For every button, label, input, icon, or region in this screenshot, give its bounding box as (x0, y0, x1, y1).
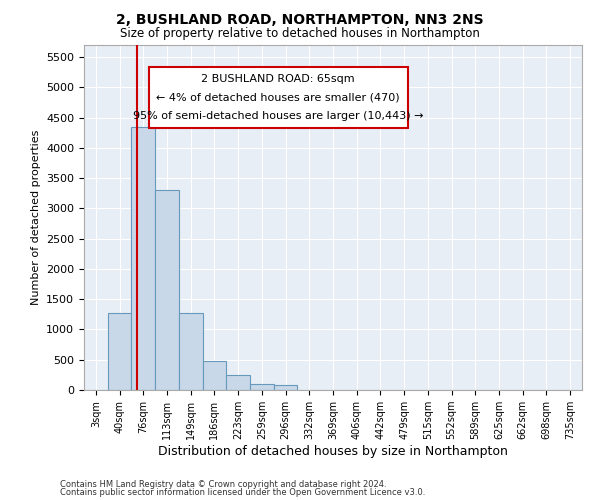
Bar (203, 361, 226, 390)
Bar (250, 384, 274, 390)
Bar (226, 376, 250, 390)
Text: Contains HM Land Registry data © Crown copyright and database right 2024.: Contains HM Land Registry data © Crown c… (60, 480, 386, 489)
Text: 2, BUSHLAND ROAD, NORTHAMPTON, NN3 2NS: 2, BUSHLAND ROAD, NORTHAMPTON, NN3 2NS (116, 12, 484, 26)
Text: Contains public sector information licensed under the Open Government Licence v3: Contains public sector information licen… (60, 488, 425, 497)
Text: 95% of semi-detached houses are larger (10,443) →: 95% of semi-detached houses are larger (… (133, 110, 424, 120)
Text: ← 4% of detached houses are smaller (470): ← 4% of detached houses are smaller (470… (157, 92, 400, 102)
Bar (131, 126, 155, 390)
Bar (179, 312, 203, 390)
X-axis label: Distribution of detached houses by size in Northampton: Distribution of detached houses by size … (158, 445, 508, 458)
Text: 2 BUSHLAND ROAD: 65sqm: 2 BUSHLAND ROAD: 65sqm (202, 74, 355, 85)
Bar (274, 386, 298, 390)
FancyBboxPatch shape (149, 68, 408, 128)
Bar (108, 313, 131, 390)
Text: Size of property relative to detached houses in Northampton: Size of property relative to detached ho… (120, 28, 480, 40)
Bar (155, 190, 179, 390)
Y-axis label: Number of detached properties: Number of detached properties (31, 130, 41, 305)
